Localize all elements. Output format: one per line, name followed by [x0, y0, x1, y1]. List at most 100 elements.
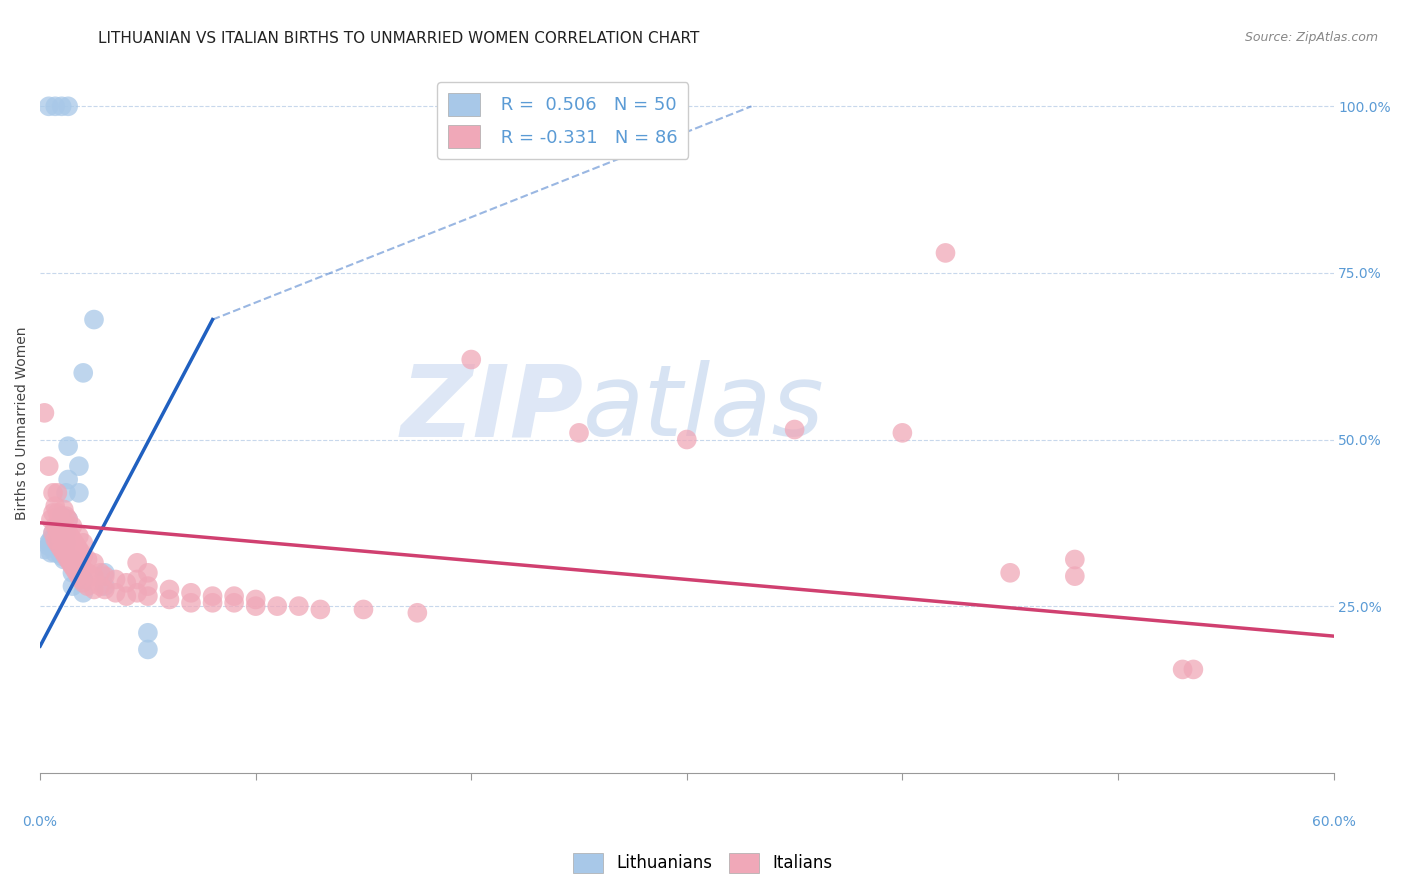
Point — [783, 423, 806, 437]
Point — [127, 586, 149, 600]
Point — [55, 536, 77, 550]
Point — [288, 599, 311, 614]
Point — [115, 575, 138, 590]
Point — [55, 485, 77, 500]
Point — [42, 539, 65, 553]
Point — [83, 569, 105, 583]
Point — [44, 533, 66, 547]
Point — [76, 579, 98, 593]
Point — [83, 582, 105, 597]
Point — [568, 425, 591, 440]
Point — [38, 539, 60, 553]
Point — [891, 425, 914, 440]
Point — [46, 529, 69, 543]
Point — [62, 552, 84, 566]
Point — [44, 499, 66, 513]
Point — [245, 592, 267, 607]
Point — [55, 525, 77, 540]
Point — [48, 525, 70, 540]
Point — [72, 549, 94, 563]
Point — [66, 552, 89, 566]
Point — [48, 546, 70, 560]
Point — [48, 539, 70, 553]
Point — [180, 586, 202, 600]
Point — [66, 539, 89, 553]
Text: ZIP: ZIP — [401, 360, 583, 458]
Point — [52, 533, 75, 547]
Point — [56, 525, 79, 540]
Point — [59, 529, 82, 543]
Point — [62, 546, 84, 560]
Point — [52, 533, 75, 547]
Text: atlas: atlas — [583, 360, 825, 458]
Point — [34, 406, 56, 420]
Point — [94, 579, 117, 593]
Point — [51, 549, 73, 563]
Text: LITHUANIAN VS ITALIAN BIRTHS TO UNMARRIED WOMEN CORRELATION CHART: LITHUANIAN VS ITALIAN BIRTHS TO UNMARRIE… — [98, 31, 700, 46]
Point — [309, 602, 332, 616]
Point — [51, 529, 73, 543]
Point — [52, 546, 75, 560]
Point — [67, 485, 90, 500]
Point — [51, 99, 73, 113]
Point — [72, 536, 94, 550]
Point — [46, 542, 69, 557]
Point — [136, 625, 159, 640]
Point — [72, 575, 94, 590]
Point — [44, 536, 66, 550]
Point — [70, 559, 93, 574]
Point — [39, 533, 62, 547]
Point — [42, 485, 65, 500]
Point — [42, 525, 65, 540]
Point — [67, 542, 90, 557]
Point — [56, 512, 79, 526]
Point — [48, 539, 70, 553]
Point — [94, 569, 117, 583]
Point — [46, 536, 69, 550]
Point — [56, 439, 79, 453]
Legend: Lithuanians, Italians: Lithuanians, Italians — [567, 847, 839, 880]
Point — [127, 573, 149, 587]
Point — [55, 536, 77, 550]
Point — [72, 586, 94, 600]
Point — [52, 523, 75, 537]
Point — [67, 529, 90, 543]
Point — [44, 529, 66, 543]
Point — [136, 642, 159, 657]
Point — [51, 536, 73, 550]
Point — [55, 509, 77, 524]
Point — [62, 559, 84, 574]
Point — [353, 602, 375, 616]
Point — [67, 459, 90, 474]
Point — [44, 546, 66, 560]
Point — [56, 539, 79, 553]
Legend:  R =  0.506   N = 50,  R = -0.331   N = 86: R = 0.506 N = 50, R = -0.331 N = 86 — [437, 82, 689, 159]
Point — [998, 566, 1021, 580]
Point — [67, 556, 90, 570]
Point — [266, 599, 288, 614]
Point — [55, 546, 77, 560]
Point — [70, 546, 93, 560]
Text: 0.0%: 0.0% — [22, 814, 58, 829]
Point — [89, 566, 111, 580]
Point — [201, 596, 224, 610]
Point — [1063, 552, 1085, 566]
Point — [104, 586, 127, 600]
Point — [51, 519, 73, 533]
Point — [42, 506, 65, 520]
Point — [62, 533, 84, 547]
Point — [70, 573, 93, 587]
Point — [136, 579, 159, 593]
Point — [136, 566, 159, 580]
Point — [83, 556, 105, 570]
Point — [1171, 662, 1194, 676]
Y-axis label: Births to Unmarried Women: Births to Unmarried Women — [15, 326, 30, 520]
Point — [159, 592, 181, 607]
Point — [39, 546, 62, 560]
Point — [51, 529, 73, 543]
Point — [51, 542, 73, 557]
Point — [56, 512, 79, 526]
Point — [46, 523, 69, 537]
Point — [48, 525, 70, 540]
Point — [62, 566, 84, 580]
